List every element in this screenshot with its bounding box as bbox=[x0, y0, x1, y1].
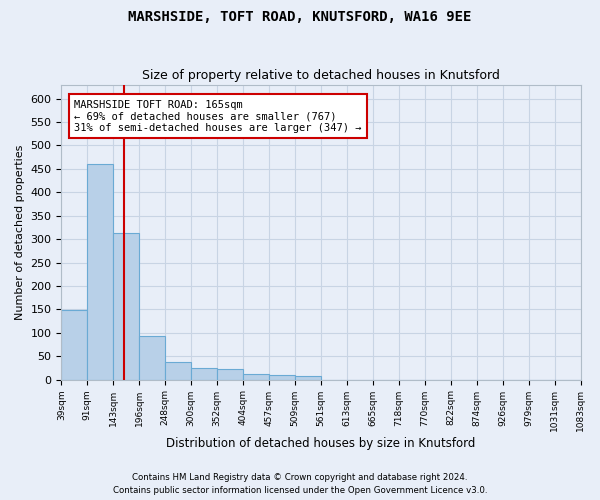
Bar bbox=[61, 310, 88, 380]
Bar bbox=[191, 368, 217, 380]
Y-axis label: Number of detached properties: Number of detached properties bbox=[15, 144, 25, 320]
Text: MARSHSIDE TOFT ROAD: 165sqm
← 69% of detached houses are smaller (767)
31% of se: MARSHSIDE TOFT ROAD: 165sqm ← 69% of det… bbox=[74, 100, 362, 132]
Title: Size of property relative to detached houses in Knutsford: Size of property relative to detached ho… bbox=[142, 69, 500, 82]
X-axis label: Distribution of detached houses by size in Knutsford: Distribution of detached houses by size … bbox=[166, 437, 476, 450]
Bar bbox=[295, 376, 321, 380]
Bar bbox=[269, 375, 295, 380]
Bar bbox=[88, 164, 113, 380]
Text: MARSHSIDE, TOFT ROAD, KNUTSFORD, WA16 9EE: MARSHSIDE, TOFT ROAD, KNUTSFORD, WA16 9E… bbox=[128, 10, 472, 24]
Bar bbox=[165, 362, 191, 380]
Text: Contains HM Land Registry data © Crown copyright and database right 2024.
Contai: Contains HM Land Registry data © Crown c… bbox=[113, 474, 487, 495]
Bar bbox=[243, 374, 269, 380]
Bar bbox=[217, 369, 243, 380]
Bar bbox=[113, 234, 139, 380]
Bar bbox=[139, 336, 165, 380]
